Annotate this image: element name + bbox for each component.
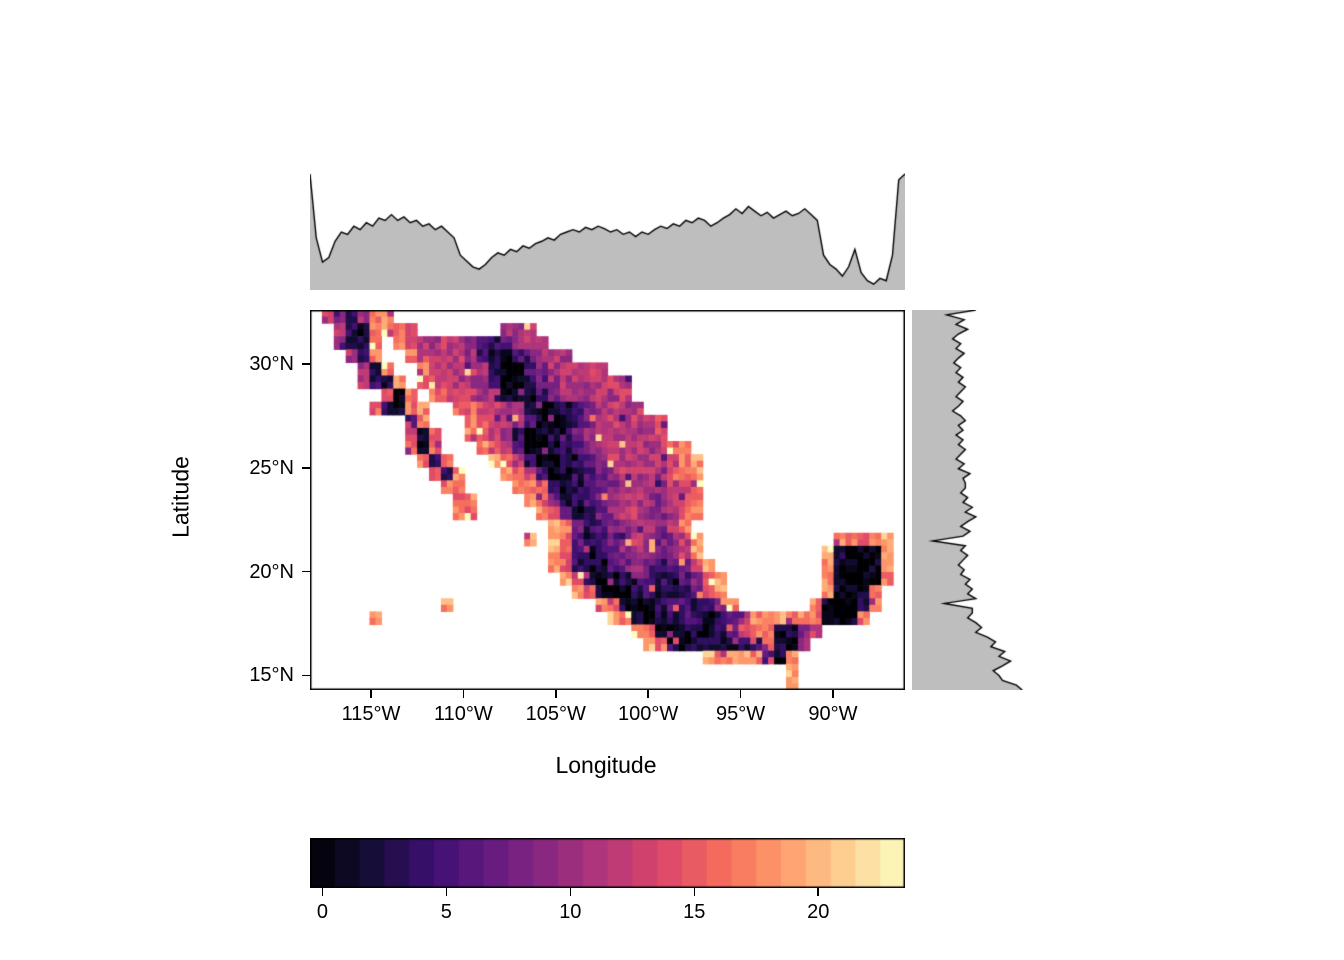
colorbar-tick <box>569 888 572 896</box>
x-axis-tick <box>555 690 557 698</box>
x-axis-tick <box>462 690 465 698</box>
y-axis-tick <box>302 674 310 677</box>
colorbar-tick <box>817 888 819 896</box>
y-axis-tick <box>302 363 310 365</box>
x-axis-tick-label: 90°W <box>808 703 858 725</box>
x-axis-tick <box>832 690 834 698</box>
x-axis-tick <box>739 690 742 698</box>
colorbar <box>310 838 905 888</box>
x-axis-tick <box>370 690 372 698</box>
colorbar-tick <box>445 888 448 896</box>
y-axis-tick-label: 20°N <box>249 560 294 583</box>
x-axis-tick-label: 105°W <box>525 703 586 725</box>
colorbar-tick-label: 0 <box>316 901 328 923</box>
colorbar-tick-label: 10 <box>559 901 582 923</box>
x-axis-tick-label: 110°W <box>433 703 493 725</box>
right-marginal-density-plot <box>912 310 1030 690</box>
x-axis-tick-label: 115°W <box>341 703 401 725</box>
y-axis-tick <box>302 467 310 469</box>
colorbar-tick-label: 20 <box>807 901 830 923</box>
y-axis-tick-label: 15°N <box>249 664 294 687</box>
y-axis-tick-label: 25°N <box>249 456 294 479</box>
x-axis-tick-label: 100°W <box>618 703 679 725</box>
x-axis-tick-label: 95°W <box>715 703 766 725</box>
x-axis-tick <box>647 690 649 698</box>
top-marginal-density-plot <box>310 172 905 290</box>
x-axis-title: Longitude <box>555 752 657 778</box>
colorbar-tick <box>321 888 324 896</box>
colorbar-tick <box>693 888 696 896</box>
mexico-raster-map <box>310 310 905 690</box>
colorbar-tick-label: 15 <box>683 901 706 923</box>
y-axis-tick-label: 30°N <box>249 352 294 375</box>
colorbar-tick-label: 5 <box>440 901 452 923</box>
y-axis-tick <box>302 570 310 573</box>
y-axis-title: Latitude <box>167 456 194 538</box>
